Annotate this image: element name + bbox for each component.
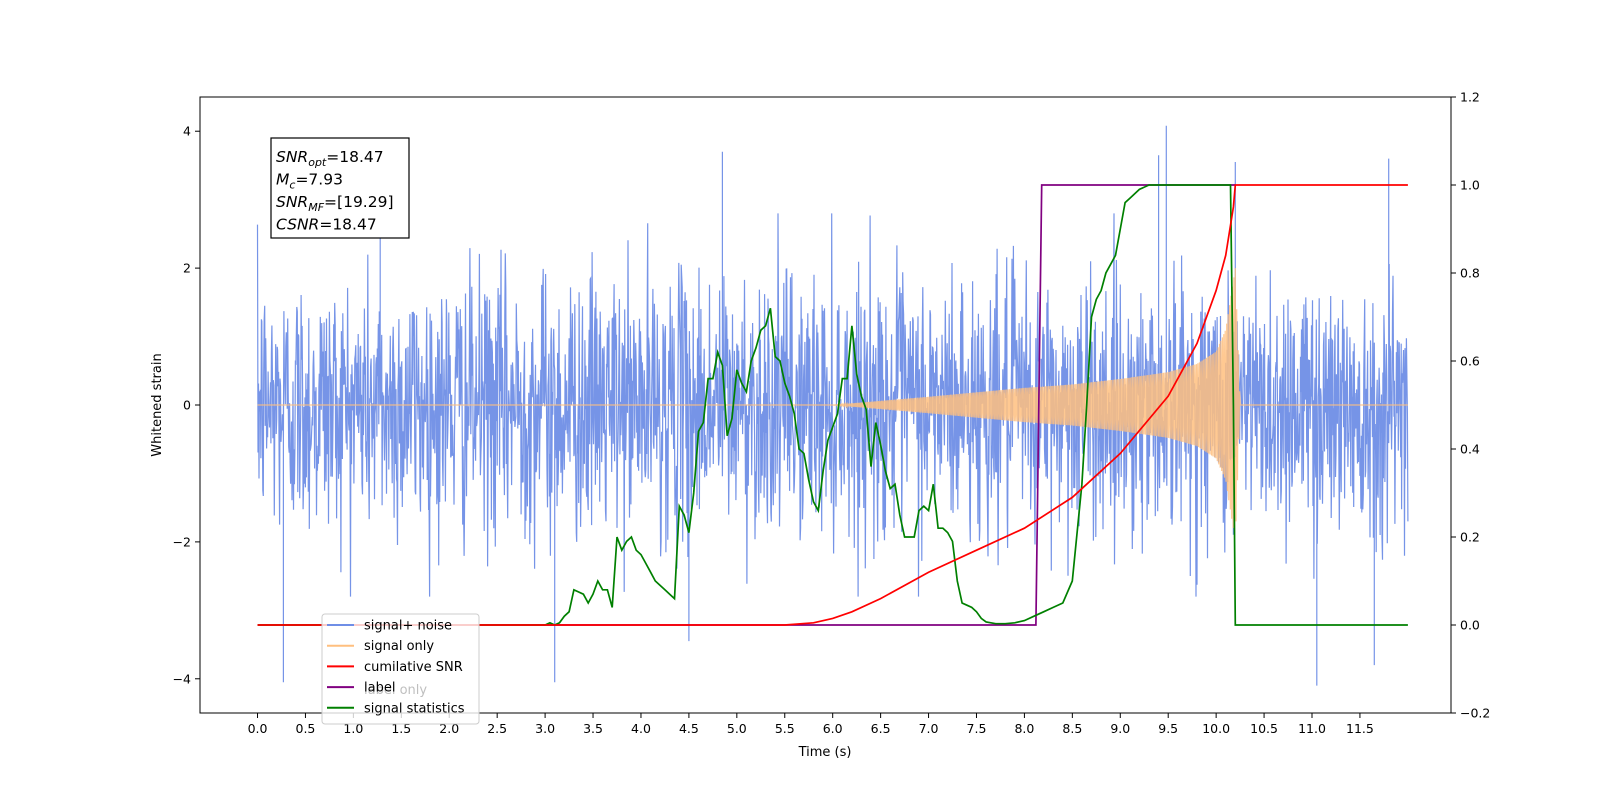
x-axis-ticks: 0.0 0.5 1.0 1.5 2.0 2.5 3.0 3.5 4.0 4.5 5.0 5.5 6.0 6… — [248, 713, 1374, 736]
y-axis-ticks: 4 2 0 −2 −4 — [173, 124, 200, 686]
x-tick-label: 11.0 — [1298, 721, 1326, 736]
x-tick-label: 6.0 — [823, 721, 843, 736]
x-tick-label: 1.5 — [391, 721, 411, 736]
x-tick-label: 3.5 — [583, 721, 603, 736]
x-tick-label: 7.0 — [919, 721, 939, 736]
x-tick-label: 9.0 — [1110, 721, 1130, 736]
series-right-axis-lines — [257, 184, 1408, 626]
signal-only-line — [257, 268, 1408, 538]
legend-label: label — [364, 681, 395, 696]
y2-tick-label: 0.2 — [1460, 530, 1480, 545]
y2-tick-label: 0.4 — [1460, 442, 1480, 457]
y-tick-label: −4 — [173, 671, 191, 686]
x-tick-label: 8.5 — [1062, 721, 1082, 736]
series-signal-statisticsline — [257, 184, 1408, 626]
y2-tick-label: 0.0 — [1460, 618, 1480, 633]
x-tick-label: 5.0 — [727, 721, 747, 736]
annotation-line: CSNR=18.47 — [276, 216, 377, 234]
x-tick-label: 2.0 — [439, 721, 459, 736]
legend-label: signal only — [364, 639, 434, 654]
x-tick-label: 9.5 — [1158, 721, 1178, 736]
y2-tick-label: 0.8 — [1460, 266, 1480, 281]
y-tick-label: 0 — [183, 398, 191, 413]
x-tick-label: 3.0 — [535, 721, 555, 736]
x-tick-label: 0.5 — [296, 721, 316, 736]
annotation-line: Mc=7.93 — [276, 171, 343, 192]
y2-tick-label: 1.2 — [1460, 90, 1480, 105]
annotation-line: SNRMF=[19.29] — [276, 193, 394, 214]
x-tick-label: 10.5 — [1250, 721, 1278, 736]
x-tick-label: 4.0 — [631, 721, 651, 736]
x-tick-label: 0.0 — [248, 721, 268, 736]
y-tick-label: 4 — [183, 124, 191, 139]
y2-tick-label: 0.6 — [1460, 354, 1480, 369]
x-tick-label: 7.5 — [967, 721, 987, 736]
x-tick-label: 5.5 — [775, 721, 795, 736]
y2-tick-label: −0.2 — [1460, 706, 1490, 721]
x-tick-label: 8.0 — [1014, 721, 1034, 736]
legend-frame — [321, 613, 480, 725]
annotation-frame — [270, 137, 410, 239]
x-tick-label: 4.5 — [679, 721, 699, 736]
legend: label only signal+ noise signal only cumila… — [321, 613, 480, 725]
series-signal-only — [257, 268, 1408, 538]
x-tick-label: 11.5 — [1346, 721, 1374, 736]
x-tick-label: 10.0 — [1202, 721, 1230, 736]
legend-label: signal statistics — [364, 701, 465, 716]
x-tick-label: 6.5 — [871, 721, 891, 736]
x-tick-label: 1.0 — [343, 721, 363, 736]
series-cumilative-snrline — [257, 184, 1408, 626]
y-tick-label: −2 — [173, 534, 191, 549]
x-axis-label: Time (s) — [798, 745, 852, 760]
y2-tick-label: 1.0 — [1460, 178, 1480, 193]
y2-axis-ticks: 1.2 1.0 0.8 0.6 0.4 0.2 0.0 −0.2 — [1451, 90, 1490, 721]
x-tick-label: 2.5 — [487, 721, 507, 736]
annotation-line: SNRopt=18.47 — [276, 148, 384, 169]
legend-label: signal+ noise — [364, 619, 452, 634]
y-tick-label: 2 — [183, 261, 191, 276]
legend-label: cumilative SNR — [364, 660, 463, 675]
legend-label-obscured: label only — [364, 683, 427, 698]
y-axis-label: Whitened strain — [150, 353, 165, 456]
